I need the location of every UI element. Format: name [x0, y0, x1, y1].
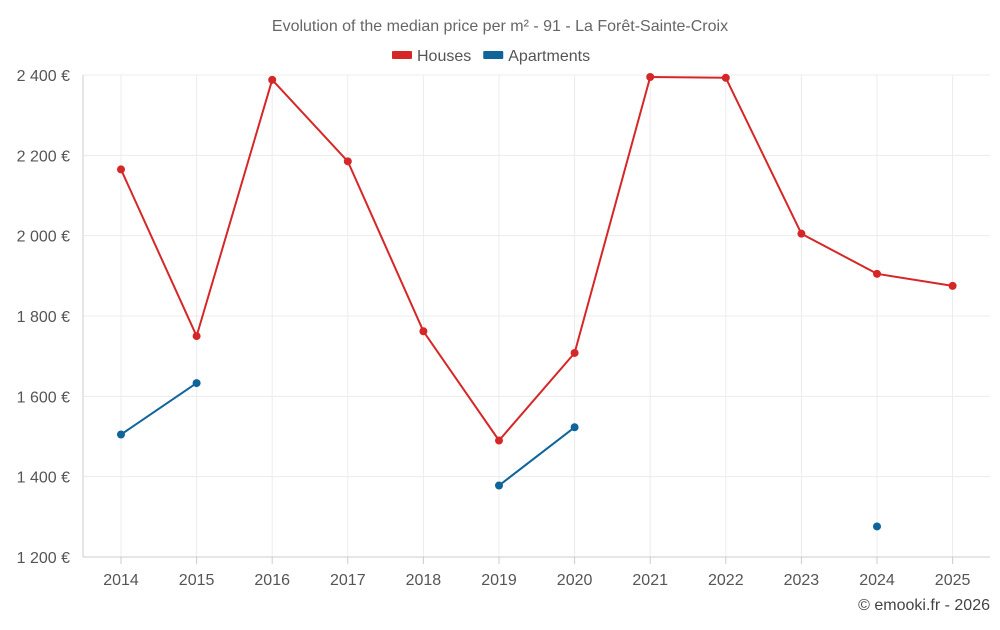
data-point-apartments[interactable] — [192, 379, 201, 388]
y-tick-label: 2 000 € — [17, 229, 70, 246]
x-tick-label: 2025 — [935, 572, 971, 589]
legend-label: Apartments — [508, 48, 590, 65]
data-point-houses[interactable] — [873, 269, 881, 278]
legend-item-houses[interactable]: Houses — [392, 48, 471, 65]
series-houses — [117, 73, 957, 445]
series-apartments — [117, 379, 881, 531]
x-tick-label: 2014 — [103, 572, 139, 589]
x-tick-label: 2020 — [557, 572, 593, 589]
y-tick-label: 1 400 € — [17, 470, 70, 487]
series-line-houses — [120, 76, 953, 442]
y-tick-label: 1 600 € — [17, 389, 70, 406]
x-tick-label: 2015 — [179, 572, 215, 589]
y-tick-label: 1 800 € — [17, 309, 70, 326]
y-tick-label: 2 200 € — [17, 148, 70, 165]
x-tick-label: 2021 — [632, 572, 668, 589]
data-point-houses[interactable] — [570, 348, 579, 357]
data-point-houses[interactable] — [721, 73, 730, 82]
legend-swatch — [483, 51, 504, 59]
series-line-apartments — [498, 426, 576, 487]
chart-axes: 1 200 € 1 400 € 1 600 € 1 800 € 2 000 € 2 200… — [17, 68, 990, 589]
data-point-houses[interactable] — [495, 436, 503, 445]
legend-item-apartments[interactable]: Apartments — [483, 48, 590, 65]
legend-swatch — [392, 51, 412, 59]
x-tick-label: 2024 — [859, 572, 895, 589]
legend-label: Houses — [417, 48, 471, 65]
x-tick-label: 2016 — [254, 572, 290, 589]
data-point-houses[interactable] — [192, 332, 201, 341]
series-line-apartments — [120, 382, 198, 436]
data-point-houses[interactable] — [268, 75, 277, 84]
data-point-apartments[interactable] — [495, 481, 503, 490]
x-tick-label: 2022 — [708, 572, 744, 589]
data-point-apartments[interactable] — [117, 430, 125, 439]
y-tick-label: 2 400 € — [17, 68, 70, 85]
data-point-apartments[interactable] — [873, 522, 881, 531]
x-tick-label: 2019 — [481, 572, 517, 589]
data-point-houses[interactable] — [419, 327, 428, 336]
data-point-houses[interactable] — [343, 157, 352, 166]
credit-text: © emooki.fr - 2026 — [858, 597, 990, 614]
data-point-houses[interactable] — [948, 281, 957, 290]
data-point-houses[interactable] — [797, 229, 806, 238]
chart-series — [117, 73, 957, 531]
data-point-houses[interactable] — [646, 73, 655, 82]
chart-legend: Houses Apartments — [392, 48, 590, 65]
chart-title: Evolution of the median price per m² - 9… — [272, 18, 728, 35]
chart-gridlines — [83, 74, 990, 558]
x-tick-label: 2023 — [784, 572, 820, 589]
x-tick-label: 2018 — [406, 572, 442, 589]
data-point-apartments[interactable] — [570, 423, 579, 432]
data-point-houses[interactable] — [117, 165, 125, 174]
y-tick-label: 1 200 € — [17, 550, 70, 567]
x-tick-label: 2017 — [330, 572, 366, 589]
